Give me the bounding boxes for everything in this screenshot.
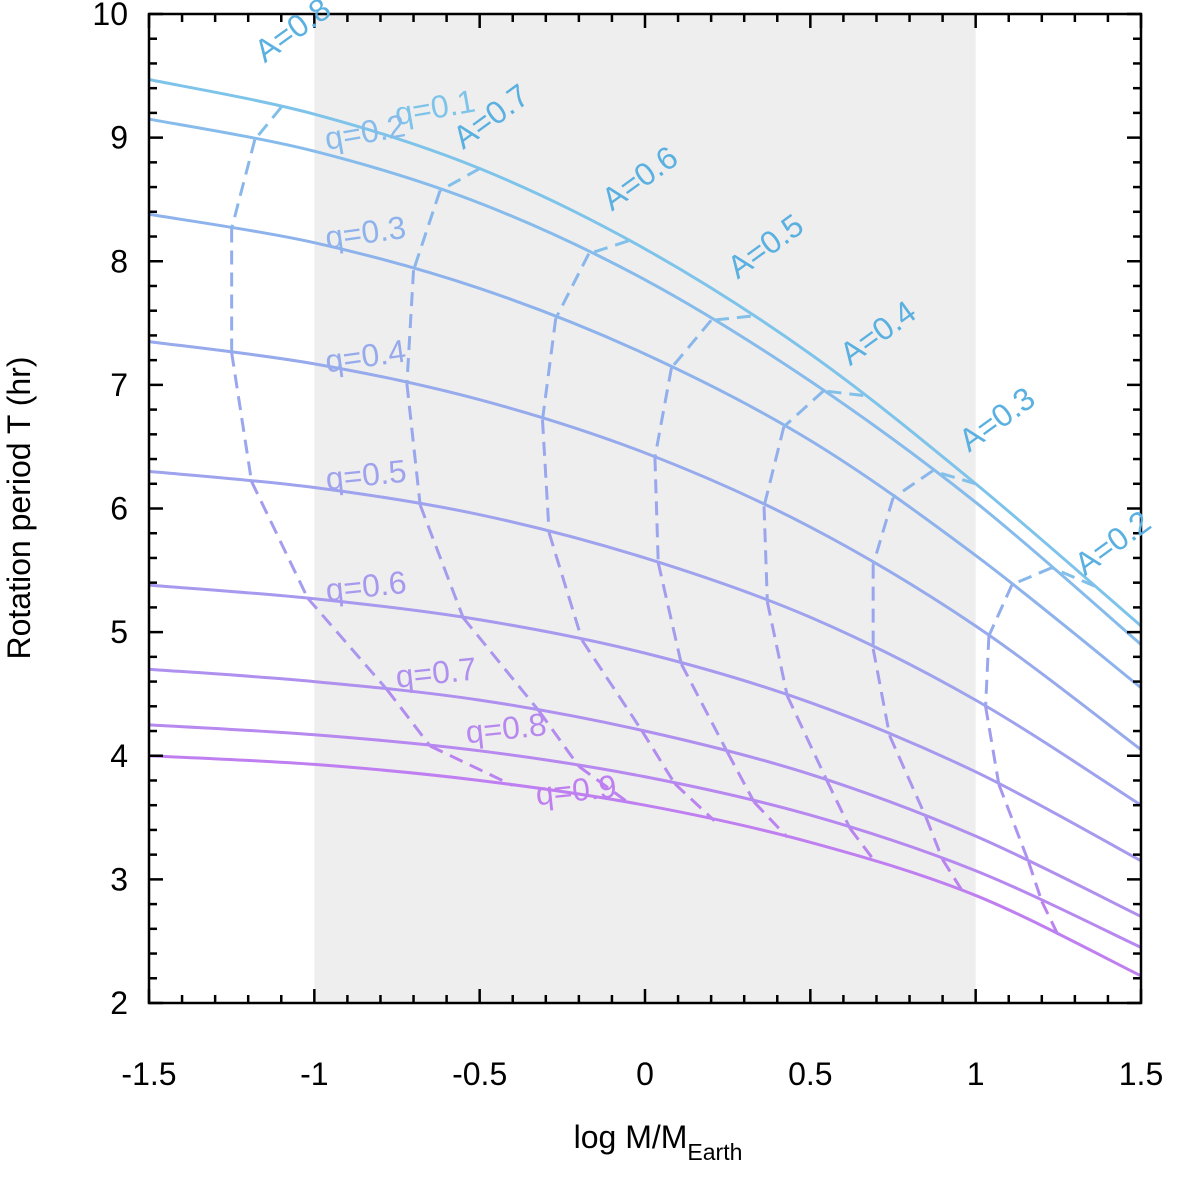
axis-ticks	[147, 12, 1143, 1005]
q-curve-q=0.7	[148, 667, 1142, 918]
a-curve-segment-A=0.8	[429, 744, 514, 787]
y-tick-label: 8	[110, 243, 128, 279]
a-curve-segment-A=0.6	[640, 729, 677, 785]
a-curve-segment-A=0.6	[554, 253, 591, 320]
x-axis-title-subscript: Earth	[687, 1139, 742, 1165]
q-curve-q=0.8	[148, 723, 1142, 949]
a-curve-segment-A=0.2	[997, 783, 1030, 863]
a-curve-segment-A=0.3	[871, 497, 895, 566]
y-tick-label: 4	[110, 738, 128, 774]
axis-tick-labels: -1.5 -1 -0.5 0 0.5 1 1.5 2 3 4 5 6 7 8 9 10	[92, 0, 1163, 1092]
a-label: A=0.2	[1068, 503, 1158, 582]
a-curve-segment-A=0.5	[653, 457, 660, 563]
a-curve-segment-A=0.7	[412, 190, 442, 271]
a-curve-segment-A=0.4	[762, 426, 786, 507]
a-curve-segment-A=0.6	[588, 239, 629, 256]
a-curve-segment-A=0.2	[1051, 566, 1096, 588]
x-tick-label: -1.5	[121, 1056, 176, 1092]
a-curve-segment-A=0.3	[888, 735, 928, 819]
x-tick-label: -0.5	[452, 1056, 507, 1092]
a-curve-segment-A=0.7	[418, 504, 465, 619]
a-curves	[230, 106, 1096, 937]
a-curve-segment-A=0.6	[673, 782, 716, 822]
y-tick-label: 3	[110, 861, 128, 897]
a-curve-segment-A=0.8	[253, 106, 283, 141]
a-curve-segment-A=0.8	[385, 688, 432, 747]
a-curve-segment-A=0.7	[405, 270, 416, 385]
a-curve-segment-A=0.2	[1027, 861, 1044, 902]
a-curve-segment-A=0.6	[580, 639, 643, 732]
a-curve-segment-A=0.5	[670, 319, 713, 369]
a-curve-segment-A=0.7	[439, 167, 481, 192]
a-curve-segment-A=0.4	[762, 506, 769, 602]
y-tick-label: 5	[110, 614, 128, 650]
x-tick-label: -1	[300, 1056, 328, 1092]
y-tick-label: 7	[110, 367, 128, 403]
q-curve-q=0.5	[148, 469, 1142, 807]
x-tick-label: 0	[636, 1056, 654, 1092]
y-axis-title: Rotation period T (hr)	[1, 357, 37, 660]
a-curve-segment-A=0.8	[250, 480, 310, 599]
q-curve-q=0.1	[148, 78, 1142, 628]
a-curve-segment-A=0.7	[537, 710, 581, 768]
q-curve-q=0.2	[148, 117, 1142, 646]
a-curve-segment-A=0.2	[984, 635, 991, 707]
a-curve-segment-A=0.6	[540, 419, 551, 533]
a-curve-segment-A=0.3	[892, 469, 934, 500]
x-tick-label: 0.5	[788, 1056, 832, 1092]
y-tick-label: 10	[92, 0, 128, 32]
q-curves	[148, 78, 1142, 978]
a-curve-segment-A=0.5	[653, 367, 673, 458]
a-curve-segment-A=0.4	[765, 601, 789, 696]
a-curve-segment-A=0.4	[782, 389, 825, 428]
a-curve-segment-A=0.6	[547, 532, 584, 641]
a-curve-segment-A=0.3	[871, 648, 892, 737]
a-curve-segment-A=0.2	[984, 706, 1001, 785]
x-axis-title: log M/MEarth	[574, 1119, 743, 1165]
a-curve-segment-A=0.5	[710, 314, 751, 322]
a-curve-segment-A=0.5	[680, 663, 729, 754]
a-curve-segment-A=0.3	[941, 858, 964, 892]
q-label: q=0.9	[534, 768, 618, 812]
a-curve-segment-A=0.7	[577, 765, 630, 804]
a-curve-segment-A=0.5	[726, 751, 756, 803]
a-curve-segment-A=0.7	[461, 616, 541, 713]
a-curve-segment-A=0.3	[924, 817, 944, 861]
a-curve-segment-A=0.2	[1040, 900, 1060, 937]
q-label: q=0.7	[394, 650, 478, 694]
x-tick-label: 1	[967, 1056, 985, 1092]
a-curve-segment-A=0.8	[230, 139, 257, 229]
a-curve-segment-A=0.5	[656, 562, 683, 665]
q-label: q=0.6	[324, 564, 408, 608]
a-curve-segment-A=0.7	[405, 383, 422, 506]
q-label: q=0.8	[464, 706, 548, 750]
a-curve-segment-A=0.4	[825, 779, 852, 830]
q-label: q=0.5	[324, 453, 408, 497]
a-curve-segment-A=0.5	[753, 801, 789, 839]
a-curve-segment-A=0.8	[230, 352, 253, 482]
q-curve-q=0.9	[148, 754, 1142, 978]
x-axis-title-main: log M/M	[574, 1119, 688, 1155]
q-curve-q=0.6	[148, 583, 1142, 863]
a-curve-segment-A=0.8	[306, 597, 389, 691]
a-curve-segment-A=0.2	[987, 583, 1014, 637]
y-tick-label: 9	[110, 120, 128, 156]
a-curve-segment-A=0.4	[785, 695, 829, 782]
q-curve-q=0.3	[148, 212, 1142, 689]
y-tick-label: 2	[110, 985, 128, 1021]
a-curve-segment-A=0.3	[932, 469, 977, 486]
x-tick-label: 1.5	[1119, 1056, 1163, 1092]
a-curve-segment-A=0.2	[1011, 566, 1053, 586]
q-curve-q=0.4	[148, 340, 1142, 751]
shaded-region	[314, 14, 976, 1003]
y-tick-label: 6	[110, 491, 128, 527]
a-curve-segment-A=0.4	[848, 827, 878, 865]
a-curve-segment-A=0.6	[541, 318, 558, 421]
a-curve-segment-A=0.4	[823, 389, 864, 397]
